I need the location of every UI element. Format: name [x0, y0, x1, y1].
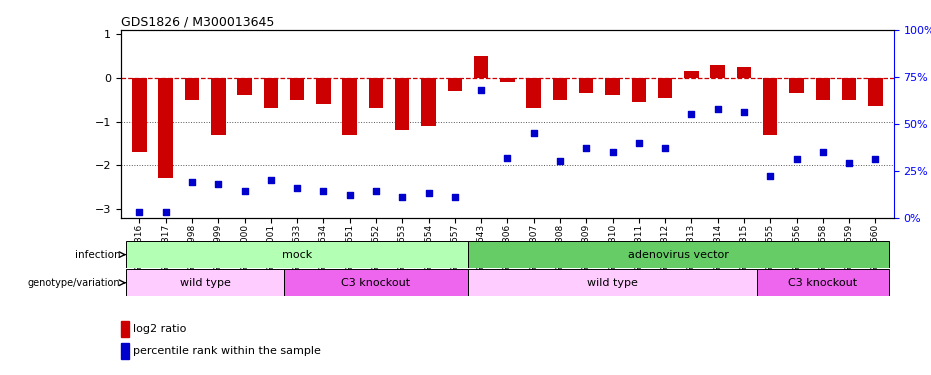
Point: [526, 130, 541, 136]
Point: [579, 145, 594, 151]
Text: C3 knockout: C3 knockout: [789, 278, 857, 288]
Point: [316, 188, 331, 194]
Text: mock: mock: [282, 250, 312, 259]
Text: adenovirus vector: adenovirus vector: [627, 250, 729, 259]
Text: infection: infection: [74, 250, 120, 259]
Bar: [789, 78, 803, 93]
Bar: [284, 269, 468, 296]
Text: log2 ratio: log2 ratio: [132, 324, 186, 334]
Point: [631, 140, 646, 146]
Point: [605, 149, 620, 155]
Bar: [474, 56, 489, 78]
Point: [158, 209, 173, 215]
Bar: [579, 78, 593, 93]
Bar: [395, 78, 410, 130]
Bar: [237, 78, 251, 95]
Bar: [263, 78, 278, 108]
Point: [657, 145, 672, 151]
Text: genotype/variation: genotype/variation: [28, 278, 120, 288]
Bar: [127, 241, 468, 268]
Bar: [369, 78, 384, 108]
Point: [552, 158, 567, 164]
Text: C3 knockout: C3 knockout: [342, 278, 411, 288]
Point: [132, 209, 147, 215]
Bar: [422, 78, 436, 126]
Bar: [526, 78, 541, 108]
Point: [762, 173, 777, 179]
Point: [500, 154, 515, 160]
Point: [290, 184, 304, 190]
Bar: [684, 71, 698, 78]
Bar: [763, 78, 777, 135]
Point: [736, 110, 751, 116]
Bar: [658, 78, 672, 98]
Bar: [710, 65, 725, 78]
Bar: [842, 78, 857, 100]
Point: [263, 177, 278, 183]
Bar: [868, 78, 883, 106]
Bar: [468, 269, 757, 296]
Bar: [184, 78, 199, 100]
Text: GDS1826 / M300013645: GDS1826 / M300013645: [121, 16, 275, 29]
Bar: [132, 78, 147, 152]
Bar: [631, 78, 646, 102]
Text: percentile rank within the sample: percentile rank within the sample: [132, 346, 320, 356]
Point: [210, 181, 225, 187]
Bar: [127, 269, 284, 296]
Point: [868, 156, 883, 162]
Bar: [290, 78, 304, 100]
Point: [369, 188, 384, 194]
Point: [343, 192, 358, 198]
Bar: [468, 241, 888, 268]
Point: [474, 87, 489, 93]
Point: [842, 160, 857, 166]
Point: [395, 194, 410, 200]
Bar: [121, 321, 129, 337]
Bar: [500, 78, 515, 82]
Bar: [553, 78, 567, 100]
Bar: [158, 78, 173, 178]
Text: wild type: wild type: [180, 278, 231, 288]
Bar: [605, 78, 620, 95]
Point: [421, 190, 436, 196]
Bar: [211, 78, 225, 135]
Point: [710, 106, 725, 112]
Point: [816, 149, 830, 155]
Bar: [736, 67, 751, 78]
Bar: [121, 343, 129, 359]
Text: wild type: wild type: [587, 278, 638, 288]
Point: [684, 111, 699, 117]
Point: [448, 194, 463, 200]
Bar: [448, 78, 462, 91]
Point: [237, 188, 252, 194]
Point: [184, 179, 199, 185]
Bar: [343, 78, 357, 135]
Bar: [757, 269, 888, 296]
Bar: [317, 78, 331, 104]
Point: [789, 156, 804, 162]
Bar: [816, 78, 830, 100]
